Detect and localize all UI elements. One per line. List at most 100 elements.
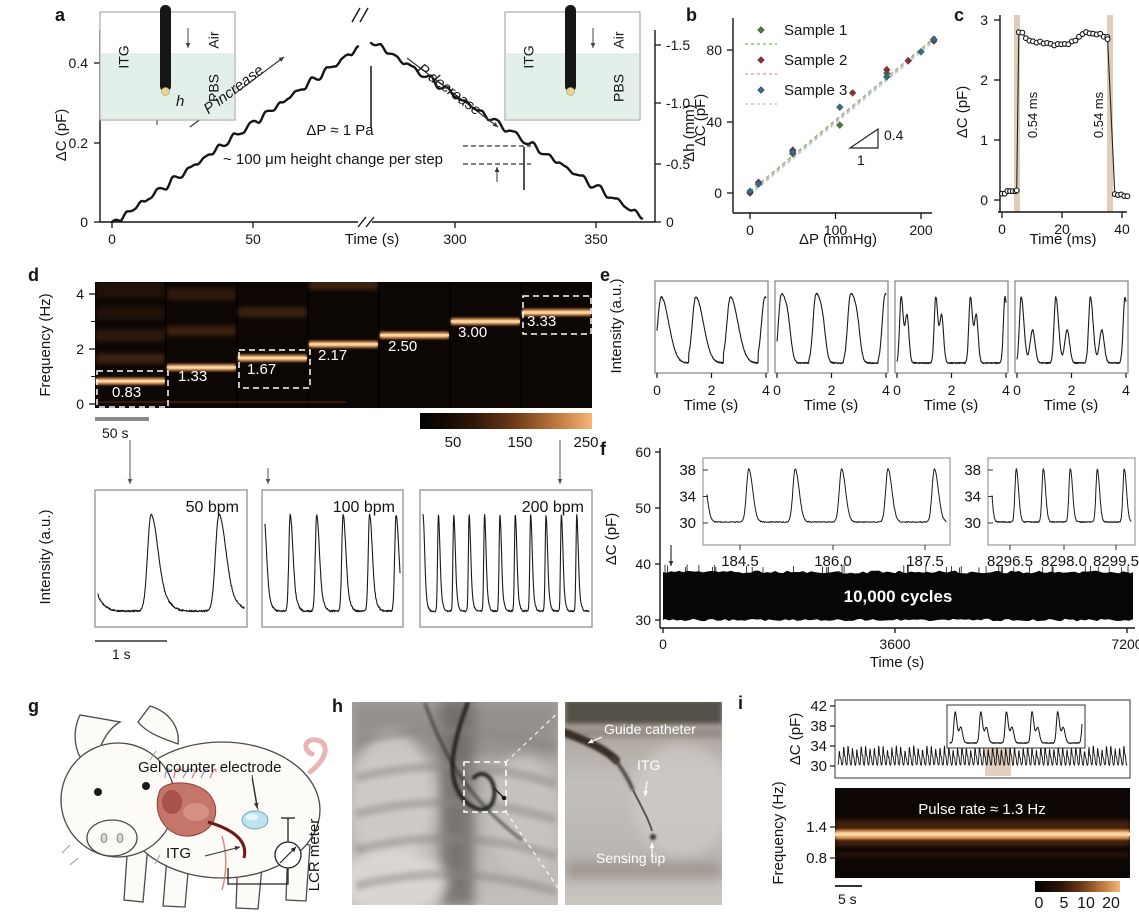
svg-text:50: 50 — [445, 434, 462, 451]
svg-text:38: 38 — [810, 718, 827, 735]
panel-g-pig-illustration — [60, 705, 328, 910]
svg-text:-1.5: -1.5 — [666, 37, 690, 53]
panel-f-cycles-annotation: 10,000 cycles — [843, 587, 953, 607]
svg-text:0: 0 — [893, 382, 901, 398]
svg-text:50: 50 — [245, 231, 261, 247]
svg-text:8296.5: 8296.5 — [987, 553, 1033, 570]
panel-b-slope-rise: 0.4 — [884, 127, 904, 143]
svg-text:Sample 2: Sample 2 — [784, 52, 847, 69]
svg-text:40: 40 — [635, 556, 651, 572]
svg-text:1: 1 — [980, 132, 988, 148]
panel-b-slope-run: 1 — [857, 152, 865, 168]
svg-text:350: 350 — [584, 231, 608, 247]
panel-e-label: e — [600, 265, 611, 285]
panel-i-scalebar-label: 5 s — [838, 891, 857, 907]
panel-d-ylabel: Frequency (Hz) — [37, 293, 55, 397]
panel-i-pulse-rate-annotation: Pulse rate ≈ 1.3 Hz — [918, 801, 1046, 819]
panel-d-label: d — [28, 265, 39, 285]
svg-text:50: 50 — [635, 500, 651, 516]
panel-a-inset-right-pbs-label: PBS — [610, 73, 627, 103]
svg-text:2: 2 — [76, 341, 84, 357]
panel-a-inset-left-pbs-label: PBS — [205, 73, 222, 103]
panel-c-ylabel: ΔC (pF) — [954, 85, 972, 139]
panel-h-label: h — [332, 696, 343, 716]
panel-i-plots: 42 38 34 30 1.4 0.8 0 5 10 20 — [806, 698, 1131, 912]
panel-h-itg-label: ITG — [637, 757, 661, 773]
svg-text:2: 2 — [948, 382, 956, 398]
svg-text:40: 40 — [1114, 221, 1130, 237]
panel-a-inset-right-itg-label: ITG — [520, 45, 537, 69]
panel-a-annotation-dp: ΔP ≈ 1 Pa — [306, 122, 374, 140]
svg-text:8299.5: 8299.5 — [1093, 553, 1139, 570]
svg-text:0.2: 0.2 — [69, 135, 89, 151]
panel-e-xlabel-1: Time (s) — [683, 397, 739, 415]
svg-text:2.17: 2.17 — [318, 347, 347, 364]
svg-text:0.8: 0.8 — [806, 850, 827, 867]
svg-text:50 bpm: 50 bpm — [186, 499, 239, 516]
svg-text:30: 30 — [964, 515, 981, 532]
panel-a-ylabel-left: ΔC (pF) — [53, 108, 71, 162]
panel-e-xlabel-2: Time (s) — [803, 397, 859, 415]
panel-g-label: g — [28, 696, 39, 716]
svg-text:Sample 3: Sample 3 — [784, 82, 847, 99]
svg-text:300: 300 — [443, 231, 467, 247]
panel-f-plot: 60 50 40 30 0 3600 7200 38 34 30 184.5 186.0 187.5 38… — [635, 444, 1139, 652]
svg-text:0: 0 — [76, 396, 84, 412]
panel-h-xray-images — [352, 702, 722, 905]
svg-text:1.33: 1.33 — [178, 368, 207, 385]
svg-text:0: 0 — [659, 636, 667, 652]
panel-a-inset-right-air-label: Air — [610, 31, 627, 49]
svg-text:-1.0: -1.0 — [666, 95, 690, 111]
svg-text:20: 20 — [1102, 895, 1120, 912]
panel-g-lcr-meter-label: LCR meter — [306, 818, 324, 892]
svg-text:7200: 7200 — [1111, 636, 1139, 652]
svg-text:10: 10 — [1077, 895, 1095, 912]
svg-text:38: 38 — [679, 462, 696, 479]
svg-text:3.33: 3.33 — [527, 313, 556, 330]
svg-text:60: 60 — [635, 444, 651, 460]
panel-d-intensity-label: Intensity (a.u.) — [37, 509, 55, 605]
svg-text:2: 2 — [828, 382, 836, 398]
panel-b-ylabel: ΔC (pF) — [692, 93, 710, 147]
svg-text:5: 5 — [1060, 895, 1069, 912]
panel-c-fall-time-label: 0.54 ms — [1091, 91, 1107, 139]
panel-d-scalebar-label: 50 s — [102, 425, 129, 441]
panel-a-annotation-h: h — [176, 93, 185, 110]
panel-c-xlabel: Time (ms) — [1029, 231, 1097, 249]
svg-text:4: 4 — [882, 382, 890, 398]
svg-text:2: 2 — [708, 382, 716, 398]
svg-text:30: 30 — [810, 758, 827, 775]
svg-text:4: 4 — [1122, 382, 1130, 398]
svg-text:100: 100 — [824, 222, 848, 238]
svg-text:4: 4 — [762, 382, 770, 398]
svg-text:100 bpm: 100 bpm — [333, 499, 395, 516]
panel-a-inset-left-air-label: Air — [205, 31, 222, 49]
panel-a-annotation-step: ~ 100 μm height change per step — [222, 151, 444, 169]
svg-text:34: 34 — [679, 489, 696, 506]
svg-text:0: 0 — [980, 192, 988, 208]
svg-text:2: 2 — [1068, 382, 1076, 398]
svg-text:42: 42 — [810, 698, 827, 715]
svg-text:30: 30 — [635, 612, 651, 628]
svg-text:0: 0 — [714, 185, 722, 201]
panel-g-gel-electrode-label: Gel counter electrode — [138, 759, 282, 776]
svg-text:0: 0 — [1035, 895, 1044, 912]
svg-text:200: 200 — [909, 222, 933, 238]
svg-text:0.83: 0.83 — [112, 384, 141, 401]
panel-c-label: c — [954, 5, 965, 25]
panel-d-scalebar2-label: 1 s — [112, 646, 131, 662]
panel-e-xlabel-3: Time (s) — [923, 397, 979, 415]
panel-e-xlabel-4: Time (s) — [1043, 397, 1099, 415]
svg-text:186.0: 186.0 — [814, 553, 852, 570]
panel-f-xlabel: Time (s) — [869, 654, 925, 672]
svg-text:40: 40 — [706, 114, 722, 130]
panel-a-inset-left-itg-label: ITG — [115, 45, 132, 69]
svg-text:1.4: 1.4 — [806, 819, 827, 836]
panel-b-xlabel: ΔP (mmHg) — [798, 231, 878, 249]
panel-i-ylabel-top: ΔC (pF) — [787, 712, 805, 766]
svg-text:0: 0 — [666, 214, 674, 230]
svg-text:2.50: 2.50 — [388, 338, 417, 355]
panel-d-spectrogram: 4 2 0 0.83 1.33 1.67 2.17 2.50 3.00 3.33 50 150 250 5… — [76, 282, 599, 642]
panel-h-sensing-tip-label: Sensing tip — [596, 850, 666, 866]
svg-text:20: 20 — [1054, 221, 1070, 237]
